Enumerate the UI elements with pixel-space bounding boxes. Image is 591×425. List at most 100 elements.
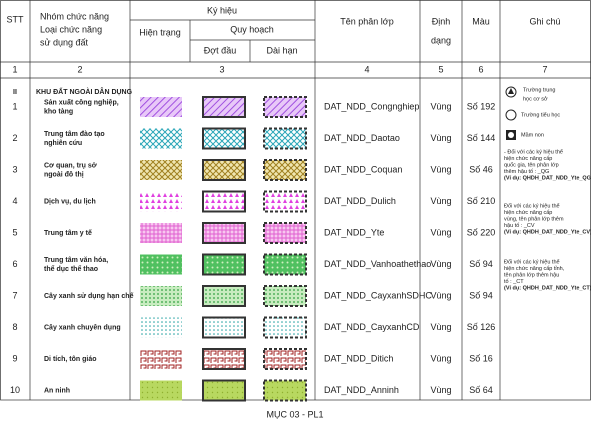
footer: MỤC 03 - PL1 (266, 409, 323, 419)
row-format: Vùng (430, 385, 451, 395)
symbol-longterm (263, 316, 307, 339)
row-color: Số 144 (467, 133, 496, 143)
row-format: Vùng (430, 322, 451, 332)
row-layer: DAT_NDD_CayxanhSDHC (324, 290, 432, 300)
header-cell: STT (7, 14, 25, 24)
column-number: 5 (438, 64, 443, 74)
legend-label: học cơ sở (523, 95, 548, 102)
note-line: quốc gia, tên phân lớp (504, 162, 559, 168)
row-format: Vùng (430, 164, 451, 174)
header-cell: Nhóm chức năng (40, 11, 109, 21)
row-name: Trung tâm đào tạo (44, 131, 105, 138)
header-cell: Định (432, 16, 451, 26)
row-name: Trung tâm văn hóa, (44, 257, 108, 264)
legend-label: Trường tiểu học (521, 111, 560, 118)
row-name: thể dục thể thao (44, 265, 98, 273)
row-stt: 6 (12, 259, 17, 269)
row-color: Số 16 (469, 353, 493, 363)
row-stt: 8 (12, 322, 17, 332)
note-line: hiện chức năng cấp tỉnh, (504, 265, 565, 272)
symbol-phase1 (202, 253, 246, 276)
column-number: 3 (219, 64, 224, 74)
symbol-phase1 (202, 316, 246, 339)
symbol-current (140, 349, 182, 369)
legend-label: Trường trung (523, 87, 555, 93)
row-color: Số 94 (469, 290, 493, 300)
row-format: Vùng (430, 101, 451, 111)
legend-icons (505, 86, 517, 140)
symbol-phase1 (202, 285, 246, 307)
note-line: (Ví dụ: QHDH_DAT_NDD_Yte_CT) (504, 285, 591, 291)
header-cell: Màu (472, 16, 490, 26)
row-name: Trung tâm y tế (44, 229, 92, 237)
note-line: (Ví dụ: QHDH_DAT_NDD_Yte_QG) (504, 175, 591, 181)
row-color: Số 220 (467, 227, 496, 237)
symbol-longterm (263, 285, 307, 307)
row-color: Số 94 (469, 259, 493, 269)
header-cell: sử dụng đất (40, 37, 89, 47)
row-color: Số 126 (467, 322, 496, 332)
note-line: Đối với các ký hiệu thể (504, 258, 560, 265)
row-layer: DAT_NDD_Yte (324, 227, 384, 237)
note-line: hậu tố : _CV (504, 223, 535, 229)
column-number: 6 (478, 64, 483, 74)
symbol-phase1 (202, 190, 246, 213)
row-name: Sản xuất công nghiệp, (44, 98, 119, 106)
row-name: kho tàng (44, 108, 73, 115)
symbol-longterm (263, 253, 307, 276)
symbol-current (140, 380, 182, 401)
symbol-longterm (263, 159, 307, 181)
symbol-current (140, 97, 182, 117)
header-cell: Hiện trạng (139, 27, 181, 37)
symbol-longterm (263, 96, 307, 118)
legend-label: Mầm non (521, 132, 544, 138)
row-layer: DAT_NDD_Coquan (324, 164, 402, 174)
note-line: vùng, tên phân lớp thêm (504, 216, 564, 222)
note-line: - Đối với các ký hiệu thể (504, 148, 563, 155)
row-format: Vùng (430, 353, 451, 363)
row-layer: DAT_NDD_Daotao (324, 133, 400, 143)
column-number: 4 (364, 64, 369, 74)
symbol-current (140, 191, 182, 212)
column-number: 7 (542, 64, 547, 74)
row-color: Số 192 (467, 101, 496, 111)
header-cell: dạng (431, 35, 451, 45)
symbol-current (140, 286, 182, 306)
row-stt: 4 (12, 196, 17, 206)
row-stt: 1 (12, 101, 17, 111)
header-cell: Ký hiệu (207, 5, 237, 15)
row-layer: DAT_NDD_Dulich (324, 196, 396, 206)
header-cell: Ghi chú (529, 16, 560, 26)
row-name: An ninh (44, 387, 70, 394)
row-stt: 10 (10, 385, 20, 395)
row-format: Vùng (430, 133, 451, 143)
symbol-phase1 (202, 159, 246, 181)
symbol-longterm (263, 127, 307, 150)
symbol-current (140, 128, 182, 149)
row-name: Cơ quan, trụ sở (44, 162, 97, 169)
row-stt: 2 (12, 133, 17, 143)
symbol-phase1 (202, 127, 246, 150)
row-name: Di tích, tôn giáo (44, 356, 97, 363)
row-layer: DAT_NDD_Congnghiep (324, 101, 419, 111)
note-line: tên phân lớp thêm hậu (504, 272, 559, 278)
note-line: tố : _CT (504, 279, 524, 285)
note-line: hiện chức năng cấp (504, 210, 552, 216)
symbol-phase1 (202, 348, 246, 370)
section-number: II (13, 89, 17, 96)
column-number: 1 (12, 64, 17, 74)
header-cell: Quy hoạch (230, 24, 274, 34)
note-line: hiện chức năng cấp (504, 156, 552, 162)
note-line: Đối với các ký hiệu thể (504, 202, 560, 209)
row-name: nghiên cứu (44, 140, 82, 147)
note-line: (Ví dụ: QHDH_DAT_NDD_Yte_CV) (504, 229, 591, 235)
grid (0, 0, 591, 400)
row-format: Vùng (430, 290, 451, 300)
section-title: KHU ĐẤT NGOÀI DÂN DỤNG (36, 86, 133, 96)
symbol-phase1 (202, 222, 246, 244)
row-format: Vùng (430, 196, 451, 206)
symbol-longterm (263, 222, 307, 244)
row-layer: DAT_NDD_Anninh (324, 385, 399, 395)
symbol-phase1 (202, 379, 246, 402)
row-name: Cây xanh chuyên dụng (44, 324, 121, 331)
